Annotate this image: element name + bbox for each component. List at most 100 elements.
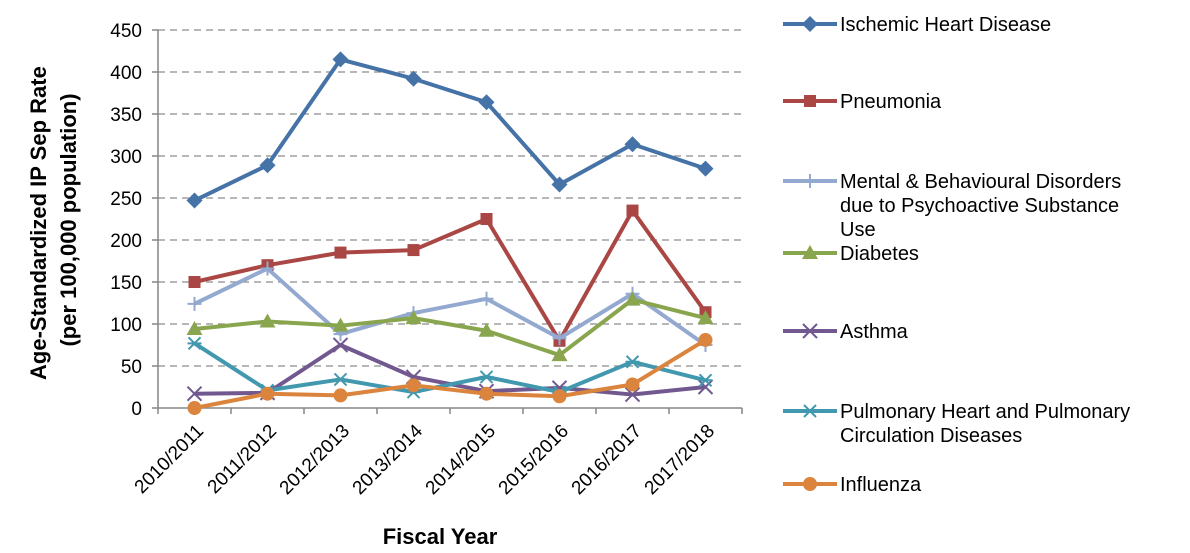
series-layer xyxy=(186,51,714,415)
series-line xyxy=(194,208,708,343)
legend: Ischemic Heart Disease Pneumonia Mental & … xyxy=(783,14,1130,496)
data-point xyxy=(333,372,348,387)
data-point xyxy=(626,204,639,217)
data-point xyxy=(625,355,640,369)
data-point xyxy=(697,160,714,177)
legend-label: Diabetes xyxy=(840,243,919,265)
x-tick-labels: 2010/20112011/20122012/20132013/20142014… xyxy=(131,420,719,499)
gridlines xyxy=(158,29,742,367)
legend-entry: Mental & Behavioural Disorders due to Psy… xyxy=(783,171,1121,241)
y-axis-title-line-1: Age-Standardized IP Sep Rate xyxy=(26,66,51,380)
legend-label: Influenza xyxy=(840,474,922,496)
series-line xyxy=(194,338,707,410)
legend-label: Mental & Behavioural Disorders due to Psy… xyxy=(840,171,1121,241)
legend-label: Pulmonary Heart and Pulmonary Circulation… xyxy=(840,401,1130,447)
y-tick-label: 450 xyxy=(110,21,142,42)
x-tick-label: 2012/2013 xyxy=(276,421,354,499)
data-point xyxy=(332,337,349,353)
data-point xyxy=(187,296,202,311)
series-line xyxy=(194,297,706,358)
legend-entry: Pneumonia xyxy=(783,91,942,113)
series-line xyxy=(193,57,707,203)
y-tick-label: 350 xyxy=(110,105,142,126)
legend-marker xyxy=(803,477,817,491)
data-point xyxy=(406,378,421,393)
data-point xyxy=(188,276,201,288)
data-point xyxy=(552,389,567,404)
data-point xyxy=(405,310,422,325)
x-tick-label: 2015/2016 xyxy=(495,421,573,499)
series-mental-behavioural-disorders xyxy=(187,261,713,352)
data-point xyxy=(186,192,203,209)
legend-marker xyxy=(802,323,818,339)
data-point xyxy=(624,291,641,306)
y-axis-title: Age-Standardized IP Sep Rate (per 100,00… xyxy=(26,60,81,380)
data-point xyxy=(260,261,275,276)
legend-label-line: Asthma xyxy=(840,321,909,343)
legend-label-line: Diabetes xyxy=(840,243,919,265)
legend-label-line: Pneumonia xyxy=(840,91,942,113)
data-point xyxy=(186,386,203,402)
legend-marker xyxy=(802,245,818,259)
data-point xyxy=(259,313,276,328)
x-tick-label: 2011/2012 xyxy=(204,421,281,498)
data-point xyxy=(625,377,640,392)
data-point xyxy=(624,136,641,153)
legend-label: Asthma xyxy=(840,321,909,343)
y-tick-label: 50 xyxy=(121,357,142,378)
legend-label-line: Use xyxy=(840,219,876,241)
y-tick-label: 200 xyxy=(110,231,142,252)
legend-entry: Diabetes xyxy=(783,243,919,265)
x-tick-label: 2014/2015 xyxy=(422,421,500,499)
data-point xyxy=(551,347,568,362)
y-tick-label: 150 xyxy=(110,273,142,294)
data-point xyxy=(479,386,494,401)
data-point xyxy=(478,94,495,111)
legend-label-line: due to Psychoactive Substance xyxy=(840,195,1119,217)
data-point xyxy=(698,332,713,347)
data-point xyxy=(624,386,641,403)
y-tick-label: 400 xyxy=(110,63,142,84)
data-point xyxy=(479,370,494,384)
data-point xyxy=(186,321,203,336)
series-ischemic-heart-disease xyxy=(186,51,714,209)
data-point xyxy=(333,388,348,403)
x-tick-label: 2016/2017 xyxy=(568,421,646,499)
y-tick-label: 250 xyxy=(110,189,142,210)
axes xyxy=(152,29,743,414)
legend-entry: Ischemic Heart Disease xyxy=(783,14,1051,36)
legend-label: Ischemic Heart Disease xyxy=(840,14,1051,36)
y-axis-title-line-2: (per 100,000 population) xyxy=(56,93,81,346)
data-point xyxy=(259,157,276,174)
y-tick-label: 300 xyxy=(110,147,142,168)
legend-marker xyxy=(804,95,816,107)
legend-label-line: Influenza xyxy=(840,474,922,496)
legend-marker xyxy=(803,404,817,418)
legend-label-line: Mental & Behavioural Disorders xyxy=(840,171,1121,193)
data-point xyxy=(187,336,202,351)
data-point xyxy=(407,244,420,257)
legend-label-line: Pulmonary Heart and Pulmonary xyxy=(840,401,1130,423)
data-point xyxy=(479,291,494,306)
series-line xyxy=(193,341,706,395)
data-point xyxy=(697,310,714,325)
legend-entry: Asthma xyxy=(783,321,909,343)
y-tick-labels: 0 50 100 150 200 250 300 350 400 450 xyxy=(110,21,142,420)
y-tick-label: 0 xyxy=(131,399,142,420)
series-influenza xyxy=(187,332,713,415)
x-tick-label: 2017/2018 xyxy=(641,421,719,499)
x-tick-label: 2010/2011 xyxy=(131,421,208,498)
data-point xyxy=(480,213,493,225)
data-point xyxy=(552,331,567,346)
legend-marker xyxy=(803,174,817,188)
data-point xyxy=(478,322,495,337)
data-point xyxy=(405,70,422,87)
data-point xyxy=(332,51,349,68)
series-line xyxy=(193,266,707,347)
legend-label-line: Circulation Diseases xyxy=(840,425,1022,447)
x-tick-label: 2013/2014 xyxy=(349,420,428,499)
data-point xyxy=(697,379,714,395)
legend-entry: Pulmonary Heart and Pulmonary Circulation… xyxy=(783,401,1130,447)
legend-entry: Influenza xyxy=(783,474,922,496)
